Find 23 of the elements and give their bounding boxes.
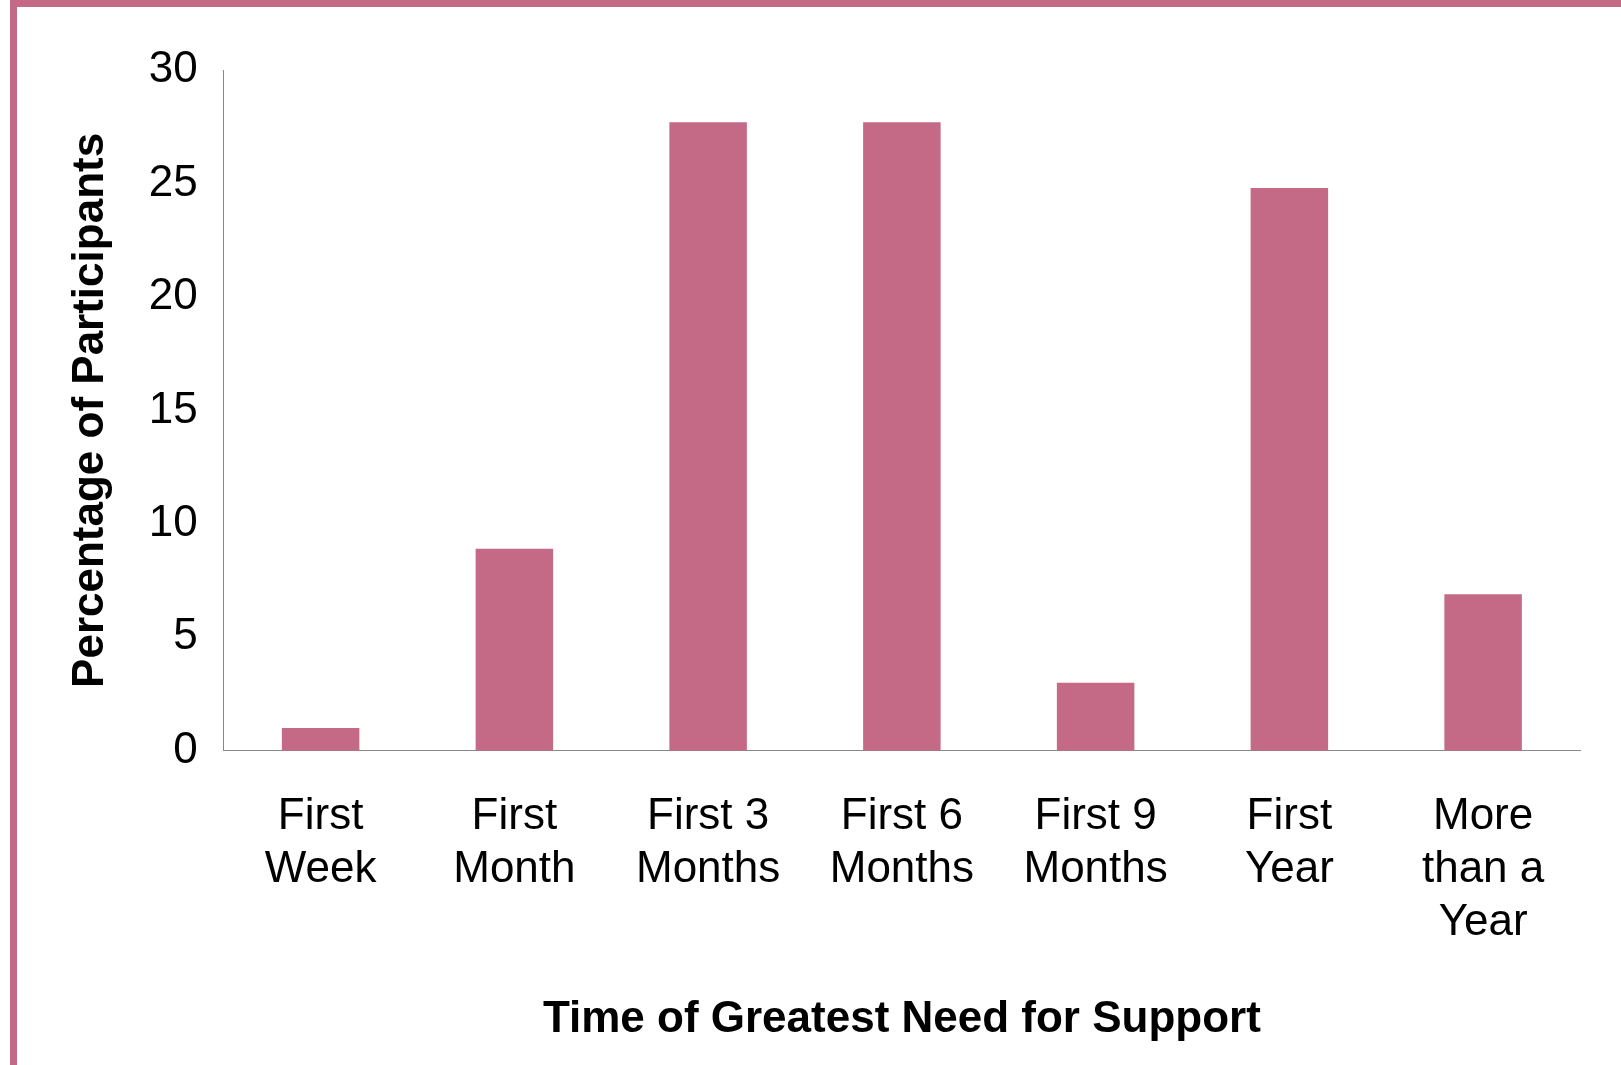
x-tick-label: First 6 Months: [829, 789, 975, 892]
y-tick-label: 30: [148, 42, 198, 92]
y-tick-label: 0: [173, 722, 198, 772]
y-axis-title: Percentage of Participants: [62, 132, 112, 688]
bar: [1444, 594, 1522, 751]
bar: [669, 122, 747, 751]
bar: [475, 548, 554, 751]
bar: [1250, 188, 1329, 751]
x-tick-label: First 3 Months: [635, 789, 781, 892]
y-tick-label: 25: [148, 155, 198, 205]
x-tick-label: First Year: [1244, 789, 1334, 892]
x-tick-label: First 9 Months: [1023, 789, 1168, 892]
y-tick-label: 15: [148, 382, 198, 432]
x-tick-label: First Month: [453, 789, 576, 892]
y-tick-label: 10: [148, 496, 198, 546]
x-axis-title: Time of Greatest Need for Support: [542, 991, 1262, 1041]
bar: [281, 728, 360, 751]
bar: [863, 122, 941, 751]
y-tick-label: 5: [173, 609, 198, 659]
y-tick-label: 20: [148, 269, 198, 319]
bar: [1056, 682, 1135, 751]
x-tick-label: More than a Year: [1421, 789, 1545, 944]
x-tick-label: First Week: [264, 789, 378, 892]
